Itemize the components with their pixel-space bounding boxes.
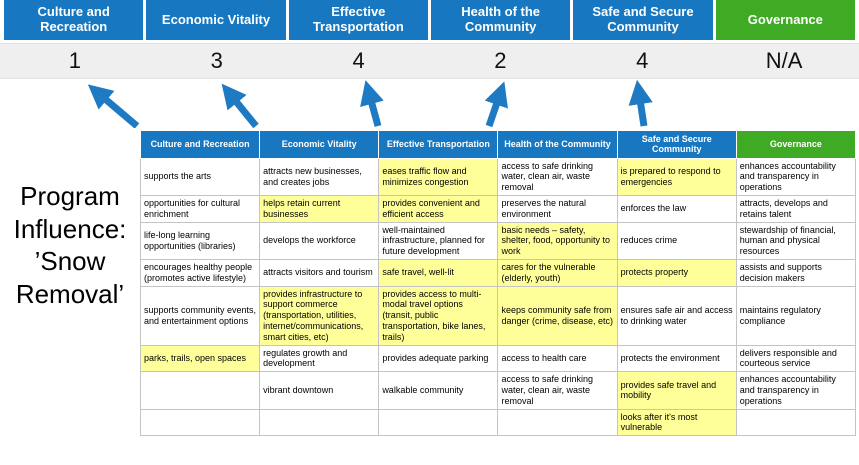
- table-cell: keeps community safe from danger (crime,…: [497, 285, 618, 346]
- table-header: Safe and Secure Community: [616, 130, 737, 159]
- table-header: Economic Vitality: [259, 130, 380, 159]
- table-cell: enforces the law: [616, 195, 737, 223]
- table-cell: [497, 408, 618, 437]
- table-cell: regulates growth and development: [259, 344, 380, 373]
- table-row: looks after it's most vulnerable: [139, 408, 857, 437]
- table-cell: basic needs – safety, shelter, food, opp…: [497, 221, 618, 261]
- table-cell: [378, 408, 499, 437]
- influence-table-body: supports the arts attracts new businesses…: [139, 157, 857, 437]
- table-cell: protects property: [616, 259, 737, 287]
- pillar-header-band: Culture and Recreation Economic Vitality…: [0, 0, 859, 40]
- table-cell: opportunities for cultural enrichment: [139, 195, 261, 223]
- table-cell: eases traffic flow and minimizes congest…: [378, 157, 499, 197]
- table-row: supports the arts attracts new businesses…: [139, 157, 857, 197]
- table-cell: attracts new businesses, and creates job…: [259, 157, 380, 197]
- table-header: Effective Transportation: [378, 130, 499, 159]
- table-cell: provides access to multi-modal travel op…: [378, 285, 499, 346]
- score-effective-transportation: 4: [352, 48, 365, 73]
- table-cell: [735, 408, 857, 437]
- table-cell: encourages healthy people (promotes acti…: [139, 259, 261, 287]
- pillar-header-safe-secure-community: Safe and Secure Community: [573, 0, 713, 40]
- table-header: Governance: [735, 130, 857, 159]
- up-arrow-icon: [221, 83, 259, 128]
- table-cell: protects the environment: [616, 344, 737, 373]
- table-cell: attracts, develops and retains talent: [735, 195, 857, 223]
- score-culture-recreation: 1: [68, 48, 82, 73]
- up-arrow-icon: [87, 84, 140, 128]
- table-cell: supports the arts: [139, 157, 261, 197]
- table-row: supports community events, and entertain…: [139, 285, 857, 346]
- table-cell: assists and supports decision makers: [735, 259, 857, 287]
- table-cell: stewardship of financial, human and phys…: [735, 221, 857, 261]
- table-cell: maintains regulatory compliance: [735, 285, 857, 346]
- table-cell: parks, trails, open spaces: [139, 344, 261, 373]
- table-cell: access to safe drinking water, clean air…: [497, 157, 618, 197]
- pillar-header-effective-transportation: Effective Transportation: [288, 0, 428, 40]
- table-cell: helps retain current businesses: [259, 195, 380, 223]
- score-governance: N/A: [765, 48, 803, 73]
- table-cell: [139, 408, 261, 437]
- up-arrows: [87, 80, 653, 128]
- table-cell: walkable community: [378, 371, 499, 410]
- influence-table: Culture and Recreation Economic Vitality E…: [139, 130, 857, 437]
- table-cell: develops the workforce: [259, 221, 380, 261]
- table-row: parks, trails, open spaces regulates grow…: [139, 344, 857, 373]
- table-cell: life-long learning opportunities (librar…: [139, 221, 261, 261]
- pillar-header-economic-vitality: Economic Vitality: [146, 0, 286, 40]
- score-health-of-community: 2: [494, 48, 507, 73]
- table-row: life-long learning opportunities (librar…: [139, 221, 857, 261]
- table-row: encourages healthy people (promotes acti…: [139, 259, 857, 287]
- table-cell: [259, 408, 380, 437]
- table-cell: looks after it's most vulnerable: [616, 408, 737, 437]
- pillar-header-culture-recreation: Culture and Recreation: [4, 0, 144, 40]
- pillar-header-health-of-community: Health of the Community: [430, 0, 571, 40]
- table-cell: ensures safe air and access to drinking …: [616, 285, 737, 346]
- up-arrow-icon: [484, 81, 508, 128]
- table-cell: access to safe drinking water, clean air…: [497, 371, 618, 410]
- table-cell: provides infrastructure to support comme…: [259, 285, 380, 346]
- score-economic-vitality: 3: [210, 48, 223, 73]
- program-influence-label: Program Influence: ’Snow Removal’: [13, 181, 127, 309]
- table-cell: safe travel, well-lit: [378, 259, 499, 287]
- table-row: vibrant downtown walkable community access…: [139, 371, 857, 410]
- table-header: Health of the Community: [497, 130, 618, 159]
- table-cell: provides convenient and efficient access: [378, 195, 499, 223]
- table-cell: is prepared to respond to emergencies: [616, 157, 737, 197]
- table-row: opportunities for cultural enrichment hel…: [139, 195, 857, 223]
- influence-table-head: Culture and Recreation Economic Vitality E…: [139, 130, 857, 159]
- table-cell: cares for the vulnerable (elderly, youth…: [497, 259, 618, 287]
- table-cell: reduces crime: [616, 221, 737, 261]
- pillar-header-governance: Governance: [715, 0, 855, 40]
- score-safe-secure-community: 4: [636, 48, 649, 73]
- table-cell: vibrant downtown: [259, 371, 380, 410]
- table-cell: provides adequate parking: [378, 344, 499, 373]
- up-arrow-icon: [628, 80, 653, 127]
- score-band: 1 3 4 2 4 N/A: [0, 43, 859, 79]
- table-cell: well-maintained infrastructure, planned …: [378, 221, 499, 261]
- table-cell: enhances accountability and transparency…: [735, 157, 857, 197]
- table-cell: supports community events, and entertain…: [139, 285, 261, 346]
- table-cell: provides safe travel and mobility: [616, 371, 737, 410]
- table-cell: delivers responsible and courteous servi…: [735, 344, 857, 373]
- table-header: Culture and Recreation: [139, 130, 261, 159]
- table-cell: access to health care: [497, 344, 618, 373]
- table-cell: preserves the natural environment: [497, 195, 618, 223]
- table-cell: enhances accountability and transparency…: [735, 371, 857, 410]
- table-cell: [139, 371, 261, 410]
- table-cell: attracts visitors and tourism: [259, 259, 380, 287]
- up-arrow-icon: [360, 80, 384, 127]
